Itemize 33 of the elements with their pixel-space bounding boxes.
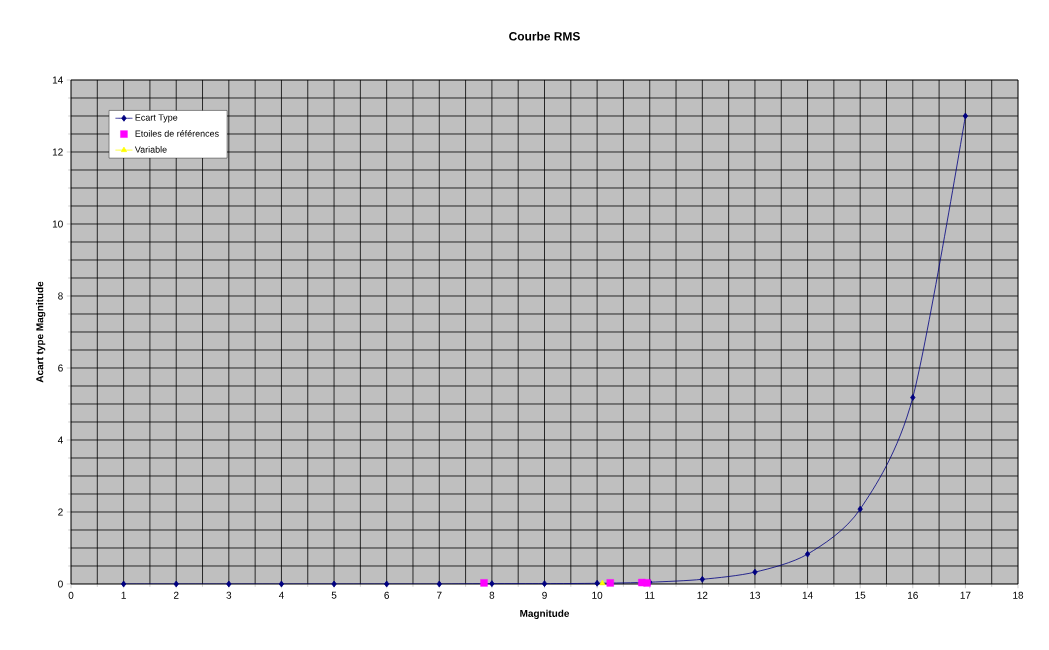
- y-tick-label: 8: [58, 292, 63, 300]
- x-tick-label: 16: [908, 591, 918, 599]
- x-tick-label: 3: [226, 591, 232, 599]
- x-tick-label: 0: [68, 591, 74, 599]
- x-tick-label: 5: [331, 591, 337, 599]
- x-tick-label: 18: [1013, 591, 1024, 599]
- x-tick-label: 2: [173, 591, 179, 599]
- x-tick-label: 7: [437, 591, 442, 599]
- x-axis-title: Magnitude: [520, 609, 570, 619]
- y-tick-label: 14: [52, 76, 63, 84]
- x-tick-label: 12: [697, 591, 708, 599]
- y-tick-label: 10: [52, 220, 63, 228]
- legend-label: Variable: [134, 146, 167, 153]
- legend-label: Etoiles de références: [135, 130, 219, 137]
- y-tick-label: 6: [58, 364, 63, 372]
- x-tick-label: 10: [592, 591, 603, 599]
- x-tick-label: 15: [855, 591, 866, 599]
- x-tick-label: 13: [750, 591, 761, 599]
- x-tick-label: 4: [278, 591, 284, 599]
- legend-label: Ecart Type: [135, 114, 178, 123]
- y-tick-label: 4: [57, 436, 63, 444]
- x-tick-label: 17: [960, 591, 971, 599]
- chart-title: Courbe RMS: [509, 31, 580, 41]
- y-tick-label: 0: [58, 580, 63, 588]
- y-tick-label: 2: [58, 508, 63, 516]
- x-tick-label: 11: [645, 591, 655, 599]
- x-tick-label: 8: [489, 591, 495, 599]
- y-tick-label: 12: [52, 148, 63, 156]
- x-tick-label: 1: [121, 591, 126, 599]
- y-axis-title: Acart type Magnitude: [35, 281, 46, 383]
- x-tick-label: 9: [542, 591, 547, 599]
- x-tick-label: 6: [384, 591, 390, 599]
- x-tick-label: 14: [802, 591, 813, 599]
